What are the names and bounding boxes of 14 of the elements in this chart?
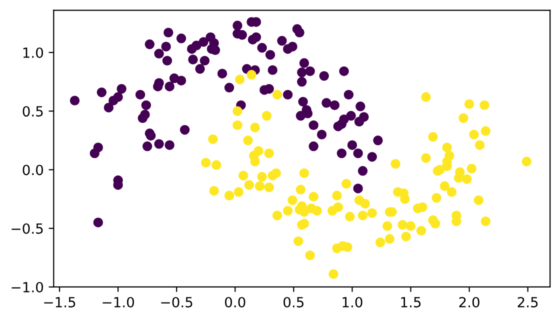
- y-tick-label: −0.5: [12, 223, 43, 234]
- x-tick-label: −0.5: [161, 296, 192, 308]
- x-tick-label: 2.5: [518, 296, 538, 308]
- y-tick-label: 0.5: [22, 106, 43, 117]
- x-tick-label: −1.5: [44, 297, 76, 308]
- y-tick-label: −1.0: [12, 282, 44, 292]
- y-tick-label: 1.0: [23, 47, 44, 58]
- x-tick-label: 1.5: [401, 297, 421, 308]
- x-tick-label: −1.0: [102, 296, 134, 308]
- y-tick-label: 0.0: [22, 164, 44, 176]
- x-tick-label: 1.0: [342, 296, 362, 308]
- x-tick-label: 2.0: [459, 296, 480, 308]
- x-tick-label: 0.0: [225, 296, 246, 308]
- x-tick-label: 0.5: [284, 296, 304, 308]
